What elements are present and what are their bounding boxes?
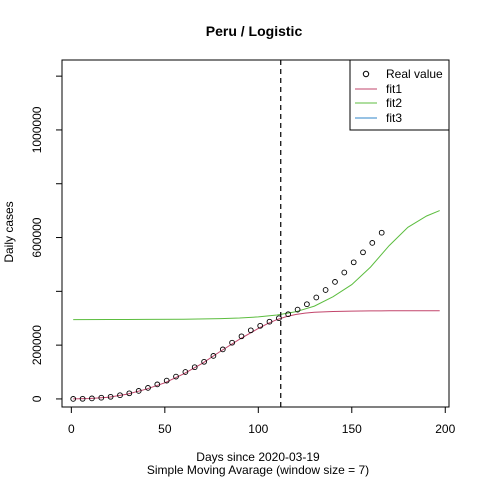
real-value-point xyxy=(154,381,161,388)
real-value-point xyxy=(229,339,235,346)
real-value-point xyxy=(98,394,105,401)
chart-subtitle: Simple Moving Avarage (window size = 7) xyxy=(147,463,369,477)
real-value-point xyxy=(238,333,245,340)
real-value-point xyxy=(313,294,320,301)
legend-label-real-value: Real value xyxy=(386,67,443,81)
real-value-point xyxy=(163,377,170,384)
real-value-point xyxy=(266,318,273,325)
y-tick-label: 0 xyxy=(30,395,44,402)
series-line-fit2 xyxy=(73,210,440,321)
y-axis: 0 200000 600000 1000000 xyxy=(30,75,62,402)
real-value-point xyxy=(173,373,179,380)
x-tick-label: 50 xyxy=(158,422,172,436)
legend: Real value fit1 fit2 fit3 xyxy=(349,59,450,131)
legend-label-fit3: fit3 xyxy=(386,111,402,125)
y-tick-label: 1000000 xyxy=(30,106,44,153)
real-value-point xyxy=(285,311,292,318)
real-value-point xyxy=(201,358,207,365)
real-value-point xyxy=(210,353,217,359)
real-value-point xyxy=(294,306,301,313)
legend-label-fit1: fit1 xyxy=(386,82,402,96)
real-value-point xyxy=(191,364,198,371)
x-tick-label: 200 xyxy=(435,422,455,436)
real-value-point xyxy=(276,315,282,322)
x-tick-label: 0 xyxy=(68,422,75,436)
real-value-point xyxy=(117,392,123,399)
x-tick-label: 100 xyxy=(248,422,268,436)
real-value-point xyxy=(135,388,142,394)
real-value-point xyxy=(341,269,348,276)
y-tick-label: 600000 xyxy=(30,217,44,257)
series-line-fit1 xyxy=(73,310,440,400)
series-layer xyxy=(73,210,440,400)
real-value-point xyxy=(126,390,133,397)
real-value-point xyxy=(219,346,226,353)
real-value-point xyxy=(79,395,86,402)
chart-title: Peru / Logistic xyxy=(206,23,303,39)
plot-frame xyxy=(61,59,450,408)
real-value-point xyxy=(182,369,189,375)
real-value-point xyxy=(332,279,338,285)
legend-key-real-value xyxy=(362,70,370,78)
real-value-points xyxy=(70,229,385,402)
real-value-point xyxy=(89,395,95,402)
real-value-point xyxy=(369,240,376,246)
real-value-point xyxy=(360,249,366,256)
legend-label-fit2: fit2 xyxy=(386,96,402,110)
x-tick-label: 150 xyxy=(342,422,362,436)
x-axis: 0 50 100 150 200 xyxy=(68,407,456,436)
y-tick-label: 200000 xyxy=(30,325,44,365)
real-value-point xyxy=(304,301,310,308)
real-value-point xyxy=(322,287,329,293)
real-value-point xyxy=(107,393,114,400)
real-value-point xyxy=(257,322,264,329)
real-value-point xyxy=(350,259,357,266)
real-value-point xyxy=(378,229,385,236)
x-axis-label: Days since 2020-03-19 xyxy=(196,450,320,464)
real-value-point xyxy=(145,385,151,391)
real-value-point xyxy=(70,396,77,402)
y-axis-label: Daily cases xyxy=(2,201,16,262)
real-value-point xyxy=(247,327,254,334)
